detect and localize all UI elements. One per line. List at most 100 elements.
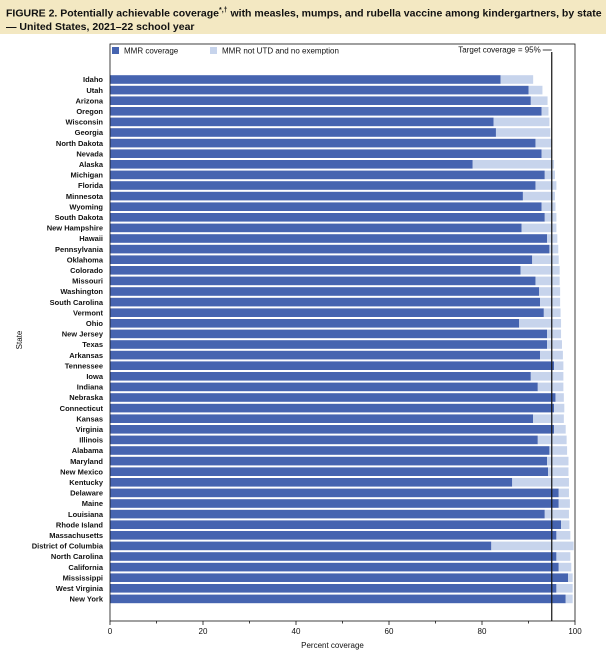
bar-mmr-coverage: [110, 446, 550, 455]
bar-mmr-coverage: [110, 85, 529, 95]
category-label: Alabama: [72, 446, 104, 455]
category-label: Idaho: [83, 75, 103, 84]
plot-frame: [109, 43, 576, 622]
bar-mmr-coverage: [110, 308, 544, 317]
bar-mmr-not-utd: [547, 456, 569, 466]
bar-mmr-not-utd: [535, 181, 557, 190]
footnote-marks: *,†: [219, 7, 228, 14]
category-label: South Carolina: [50, 298, 104, 307]
category-label: Maine: [82, 499, 103, 508]
category-label: New York: [70, 595, 104, 604]
bar-mmr-not-utd: [547, 340, 562, 349]
bars-group: [110, 75, 574, 604]
bar-mmr-coverage: [110, 573, 569, 582]
bar-mmr-not-utd: [544, 509, 569, 519]
category-label: Maryland: [70, 457, 103, 466]
bar-mmr-coverage: [110, 425, 555, 434]
x-tick-label: 100: [568, 627, 582, 636]
category-label: Georgia: [75, 128, 104, 137]
bar-mmr-coverage: [110, 456, 548, 466]
bar-mmr-not-utd: [541, 202, 556, 211]
bar-mmr-coverage: [110, 531, 557, 540]
category-label: Rhode Island: [56, 520, 104, 529]
category-label: Tennessee: [65, 361, 103, 370]
category-label: Colorado: [70, 266, 103, 275]
bar-mmr-coverage: [110, 181, 536, 190]
bar-mmr-not-utd: [544, 213, 557, 222]
bar-mmr-not-utd: [530, 372, 564, 381]
bar-mmr-not-utd: [533, 414, 564, 423]
bar-mmr-coverage: [110, 244, 550, 254]
bar-mmr-not-utd: [541, 149, 553, 158]
bar-mmr-coverage: [110, 393, 556, 402]
bar-mmr-coverage: [110, 96, 531, 105]
bar-mmr-coverage: [110, 202, 542, 211]
category-label: New Hampshire: [47, 224, 103, 233]
bar-mmr-not-utd: [547, 329, 562, 339]
x-axis-title: Percent coverage: [301, 641, 364, 650]
bar-mmr-coverage: [110, 149, 542, 158]
bar-mmr-not-utd: [549, 446, 568, 455]
bar-mmr-not-utd: [540, 297, 561, 307]
category-label: California: [68, 563, 103, 572]
bar-mmr-not-utd: [519, 319, 562, 328]
bar-mmr-coverage: [110, 414, 534, 423]
bar-mmr-coverage: [110, 107, 542, 116]
category-label: Nevada: [76, 149, 104, 158]
bar-mmr-not-utd: [532, 255, 559, 264]
bar-mmr-coverage: [110, 594, 566, 604]
category-label: South Dakota: [55, 213, 104, 222]
bar-mmr-coverage: [110, 138, 536, 148]
category-label: Hawaii: [79, 234, 103, 243]
category-label: Iowa: [86, 372, 103, 381]
legend-swatch: [112, 47, 119, 54]
category-label: Mississippi: [63, 573, 103, 582]
bar-mmr-not-utd: [472, 160, 555, 169]
title-background: [0, 0, 606, 34]
bar-mmr-not-utd: [556, 552, 571, 561]
y-axis-title: State: [15, 330, 24, 349]
category-label: Arizona: [75, 96, 103, 105]
target-label: Target coverage = 95%: [458, 46, 541, 55]
x-tick-label: 0: [108, 627, 113, 636]
bar-mmr-not-utd: [558, 488, 569, 498]
x-tick-label: 40: [292, 627, 301, 636]
category-label: Oklahoma: [67, 255, 104, 264]
x-tick-label: 20: [199, 627, 208, 636]
x-tick-label: 60: [385, 627, 394, 636]
bar-mmr-coverage: [110, 403, 555, 413]
category-label: Washington: [60, 287, 103, 296]
bar-mmr-coverage: [110, 329, 548, 339]
bar-mmr-coverage: [110, 297, 541, 307]
bar-mmr-not-utd: [565, 594, 573, 604]
bar-mmr-not-utd: [554, 425, 566, 434]
category-label: Alaska: [79, 160, 104, 169]
bar-mmr-coverage: [110, 361, 555, 370]
bar-mmr-not-utd: [520, 266, 560, 275]
category-label: Pennsylvania: [55, 245, 104, 254]
category-label: Wyoming: [69, 202, 103, 211]
category-label: Virginia: [76, 425, 104, 434]
category-label: Michigan: [70, 171, 103, 180]
category-label: North Carolina: [51, 552, 104, 561]
bar-mmr-coverage: [110, 499, 559, 508]
bar-mmr-coverage: [110, 234, 548, 243]
target-line-group: Target coverage = 95%: [458, 46, 553, 621]
category-label: Indiana: [77, 383, 104, 392]
bar-mmr-coverage: [110, 584, 557, 593]
category-label: Ohio: [86, 319, 103, 328]
bar-mmr-not-utd: [539, 287, 561, 296]
bar-mmr-not-utd: [548, 467, 569, 476]
bar-mmr-coverage: [110, 128, 496, 137]
bar-mmr-not-utd: [528, 85, 543, 95]
legend-swatch: [210, 47, 217, 54]
legend: MMR coverage MMR not UTD and no exemption: [112, 47, 339, 56]
category-label: Florida: [78, 181, 104, 190]
bar-mmr-coverage: [110, 276, 536, 286]
bar-mmr-not-utd: [512, 478, 569, 487]
bar-mmr-coverage: [110, 520, 562, 529]
category-label: Utah: [86, 86, 103, 95]
bar-mmr-coverage: [110, 170, 545, 180]
